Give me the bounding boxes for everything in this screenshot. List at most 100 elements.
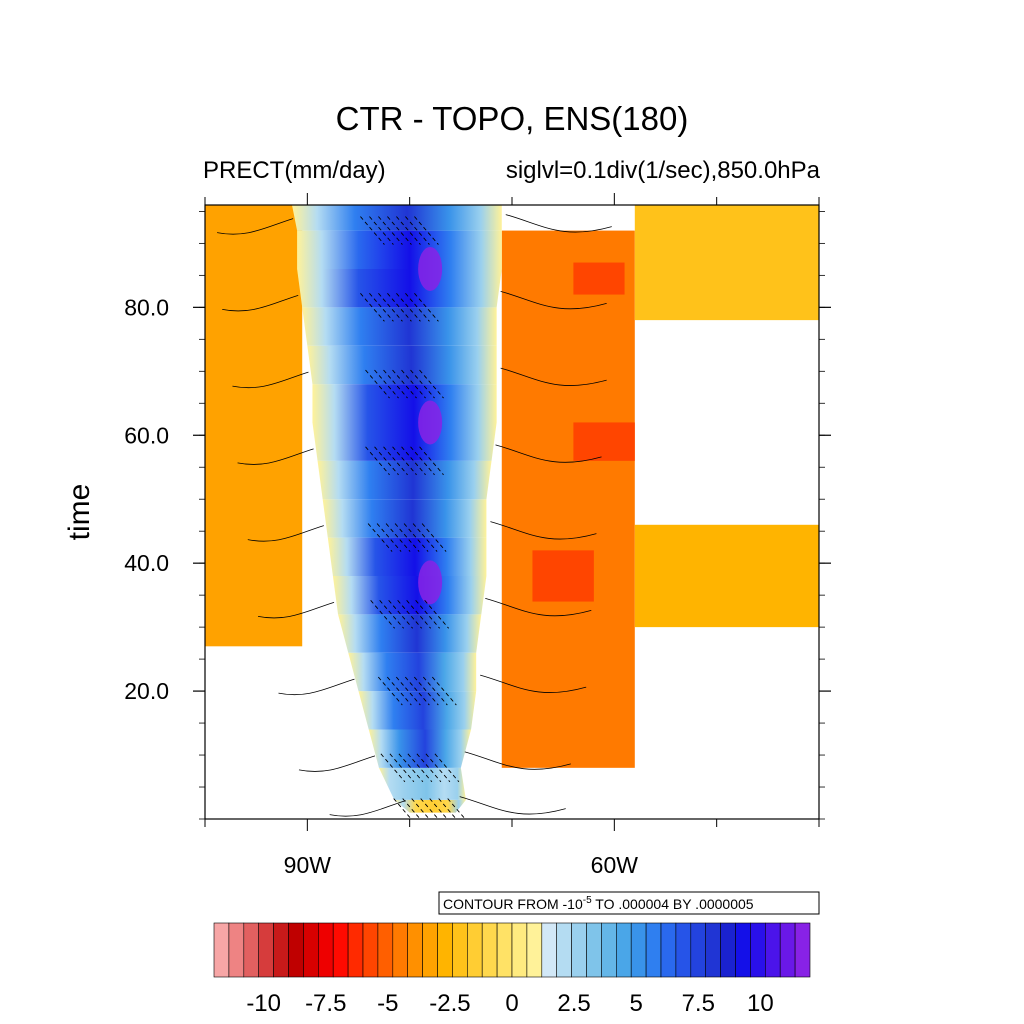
colorbar: -10 -7.5 -5 -2.5 0 2.5 5 7.5 10 bbox=[213, 922, 811, 1017]
contour-line bbox=[410, 369, 435, 399]
colorbar-box bbox=[601, 922, 617, 978]
axes: 20.0 40.0 60.0 80.0 90W 60W bbox=[124, 193, 831, 878]
dry-region-2 bbox=[634, 524, 819, 628]
colorbar-label: -2.5 bbox=[429, 990, 470, 1017]
contour-line bbox=[416, 753, 442, 783]
colorbar-box bbox=[571, 922, 587, 978]
contour-line bbox=[385, 523, 411, 552]
colorbar-box bbox=[258, 922, 274, 978]
contour-line bbox=[367, 523, 393, 552]
colorbar-box bbox=[303, 922, 319, 978]
precip-band-segment bbox=[317, 460, 492, 500]
colorbar-label: -7.5 bbox=[305, 990, 346, 1017]
colorbar-box bbox=[705, 922, 721, 978]
contour-line bbox=[365, 446, 390, 476]
dry-region-3 bbox=[634, 205, 819, 321]
contour-line bbox=[405, 676, 430, 706]
chart-subtitle-right: siglvl=0.1div(1/sec),850.0hPa bbox=[506, 157, 821, 184]
contour-line bbox=[247, 525, 324, 542]
precip-band-segment bbox=[332, 575, 487, 615]
precip-band-segment bbox=[312, 384, 497, 423]
precip-band-segment bbox=[302, 307, 497, 346]
contour-line bbox=[407, 753, 433, 783]
contour-line bbox=[432, 676, 457, 706]
contour-line bbox=[376, 523, 402, 552]
contour-line bbox=[360, 216, 385, 245]
contour-line bbox=[329, 800, 406, 817]
dry-region-1 bbox=[501, 230, 635, 768]
precip-band-segment bbox=[291, 205, 502, 231]
contour-line bbox=[369, 216, 394, 245]
colorbar-label: -5 bbox=[377, 990, 398, 1017]
y-axis-label: time bbox=[63, 484, 96, 541]
precip-band-segment bbox=[327, 537, 487, 576]
contour-line bbox=[370, 600, 396, 629]
colorbar-box bbox=[243, 922, 260, 978]
y-tick-label: 60.0 bbox=[124, 422, 169, 448]
contour-line bbox=[365, 369, 390, 399]
precip-band-segment bbox=[348, 652, 477, 692]
precip-band-segment bbox=[368, 729, 472, 768]
contour-line bbox=[429, 798, 448, 819]
colorbar-label: 2.5 bbox=[557, 990, 590, 1017]
colorbar-box bbox=[347, 922, 364, 978]
contour-info-text: CONTOUR FROM -10 bbox=[443, 896, 583, 912]
contour-line bbox=[387, 293, 412, 322]
colorbar-box bbox=[645, 922, 662, 978]
contour-line bbox=[217, 218, 294, 235]
contour-line bbox=[388, 600, 414, 629]
colorbar-box bbox=[496, 922, 513, 978]
colorbar-box bbox=[466, 922, 483, 978]
contour-line bbox=[500, 367, 607, 386]
colorbar-label: 0 bbox=[505, 990, 518, 1017]
colorbar-box bbox=[720, 922, 736, 978]
colorbar-box bbox=[764, 922, 781, 978]
contour-line bbox=[369, 293, 394, 322]
contour-line bbox=[480, 674, 587, 693]
dry-region-0 bbox=[205, 205, 303, 647]
contour-line bbox=[447, 798, 466, 819]
contour-line bbox=[500, 290, 607, 310]
contour-line bbox=[423, 676, 448, 706]
contour-line bbox=[389, 753, 415, 783]
dry-region-6 bbox=[573, 262, 625, 295]
contour-line bbox=[414, 293, 439, 322]
contour-line bbox=[397, 600, 423, 629]
x-tick-label: 90W bbox=[284, 852, 332, 878]
contour-line bbox=[464, 751, 571, 770]
contour-line bbox=[434, 753, 460, 783]
precip-band-segment bbox=[358, 691, 477, 730]
contour-line bbox=[378, 293, 403, 322]
colorbar-box bbox=[452, 922, 468, 978]
contour-line bbox=[237, 448, 314, 465]
colorbar-box bbox=[630, 922, 647, 978]
colorbar-box bbox=[615, 922, 632, 978]
contour-line bbox=[394, 523, 420, 552]
contour-line bbox=[378, 676, 403, 706]
precip-band-segment bbox=[307, 345, 497, 385]
colorbar-box bbox=[675, 922, 692, 978]
contour-line bbox=[419, 369, 444, 399]
contour-line bbox=[459, 796, 566, 815]
precip-band-segment bbox=[297, 230, 502, 269]
colorbar-box bbox=[690, 922, 706, 978]
contour-line bbox=[396, 676, 421, 706]
colorbar-box bbox=[362, 922, 379, 978]
contour-line bbox=[414, 676, 439, 706]
contour-line bbox=[360, 293, 385, 322]
colorbar-box bbox=[288, 922, 304, 978]
colorbar-box bbox=[437, 922, 453, 978]
contour-line bbox=[425, 753, 451, 783]
contour-line bbox=[412, 523, 438, 552]
contour-line bbox=[505, 214, 612, 233]
contour-line bbox=[398, 753, 424, 783]
precip-maximum-1 bbox=[418, 400, 443, 445]
colorbar-box bbox=[511, 922, 528, 978]
contour-line bbox=[421, 523, 447, 552]
precip-band-segment bbox=[338, 614, 482, 653]
colorbar-box bbox=[332, 922, 349, 978]
contour-line bbox=[438, 798, 457, 819]
colorbar-box bbox=[377, 922, 394, 978]
colorbar-label: 7.5 bbox=[682, 990, 715, 1017]
